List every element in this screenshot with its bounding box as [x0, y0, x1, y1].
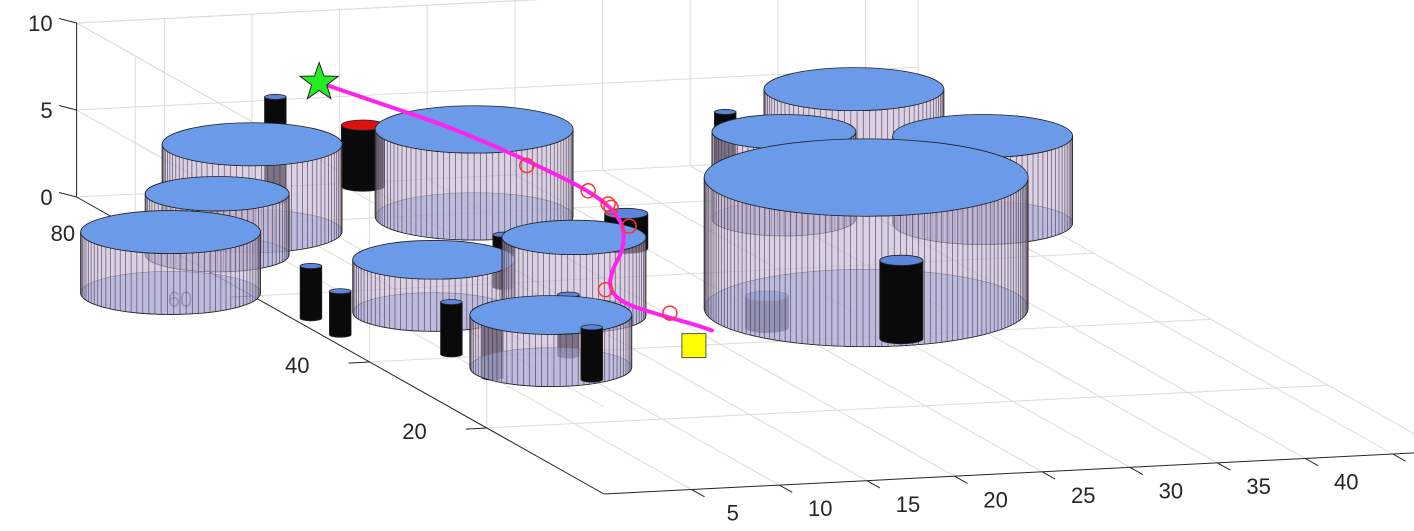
pillar-body	[329, 291, 352, 338]
pillar-obstacle	[580, 324, 603, 383]
tick-labels: 51015202530354045204060800510	[28, 11, 1358, 526]
waypoint-marker	[621, 218, 637, 234]
y-tick-mark	[348, 361, 370, 364]
x-tick-label: 35	[1246, 474, 1270, 499]
x-tick-mark	[1217, 462, 1231, 471]
y-tick-mark	[465, 427, 487, 430]
pillar-obstacle	[340, 119, 385, 192]
trajectory-path	[317, 80, 714, 333]
pillar-body	[440, 301, 463, 358]
cylinder-top	[352, 240, 516, 280]
x-axis-line	[603, 452, 1414, 495]
x-tick-label: 20	[983, 487, 1007, 512]
cylinder-top	[763, 67, 945, 112]
x-tick-mark	[1304, 458, 1319, 467]
cylinder-top	[80, 210, 261, 254]
cylinder-top	[501, 219, 647, 255]
x-tick-label: 15	[896, 492, 920, 517]
z-tick-label: 0	[40, 185, 52, 210]
waypoint-marker	[603, 199, 619, 216]
pillar-top	[264, 93, 287, 100]
waypoint-marker	[519, 157, 535, 174]
pillar-top	[580, 324, 603, 331]
z-tick-mark	[58, 192, 77, 198]
pillar-top	[299, 263, 323, 269]
pillar-obstacle	[299, 263, 323, 322]
cylinder-top	[144, 176, 290, 212]
y-tick-label: 40	[285, 353, 309, 378]
cylinder-obstacle	[374, 105, 574, 241]
obstacles-layer	[80, 60, 1074, 387]
cylinder-obstacle	[469, 295, 633, 387]
pillar-top	[879, 254, 924, 266]
start-marker	[681, 333, 707, 359]
waypoint-marker	[580, 183, 596, 199]
x-tick-label: 30	[1159, 478, 1183, 503]
x-tick-mark	[866, 480, 881, 489]
x-tick-label: 5	[727, 501, 739, 526]
pillar-body	[299, 265, 323, 322]
z-tick-mark	[58, 105, 77, 111]
x-tick-mark	[1392, 453, 1406, 462]
waypoint-marker	[597, 281, 614, 298]
pillar-top	[440, 299, 463, 306]
cylinder-top	[703, 138, 1029, 217]
x-tick-label: 40	[1334, 470, 1358, 495]
cylinder-obstacle	[703, 138, 1029, 348]
cylinder-obstacle	[80, 210, 261, 315]
y-tick-label: 20	[402, 419, 426, 444]
x-tick-mark	[1129, 466, 1144, 476]
waypoint-marker	[662, 305, 678, 321]
cylinder-top	[469, 295, 633, 335]
y-tick-label: 80	[51, 221, 75, 246]
z-tick-mark	[58, 18, 77, 24]
waypoint-marker	[600, 196, 616, 212]
pillar-top	[714, 108, 737, 115]
x-tick-mark	[954, 475, 968, 484]
x-tick-label: 10	[808, 496, 832, 521]
x-tick-mark	[779, 484, 793, 493]
pillar-body	[879, 260, 924, 345]
goal-marker	[298, 60, 340, 100]
pillar-body	[580, 327, 603, 383]
z-tick-label: 10	[28, 11, 52, 36]
x-tick-mark	[691, 489, 705, 498]
pillar-top	[329, 288, 352, 295]
x-tick-mark	[1042, 471, 1056, 480]
pillar-obstacle	[440, 299, 463, 358]
z-tick-label: 5	[40, 98, 52, 123]
cylinder-top	[161, 122, 343, 167]
pillar-obstacle	[879, 254, 924, 345]
pillar-obstacle	[329, 288, 352, 338]
x-tick-label: 25	[1071, 483, 1095, 508]
